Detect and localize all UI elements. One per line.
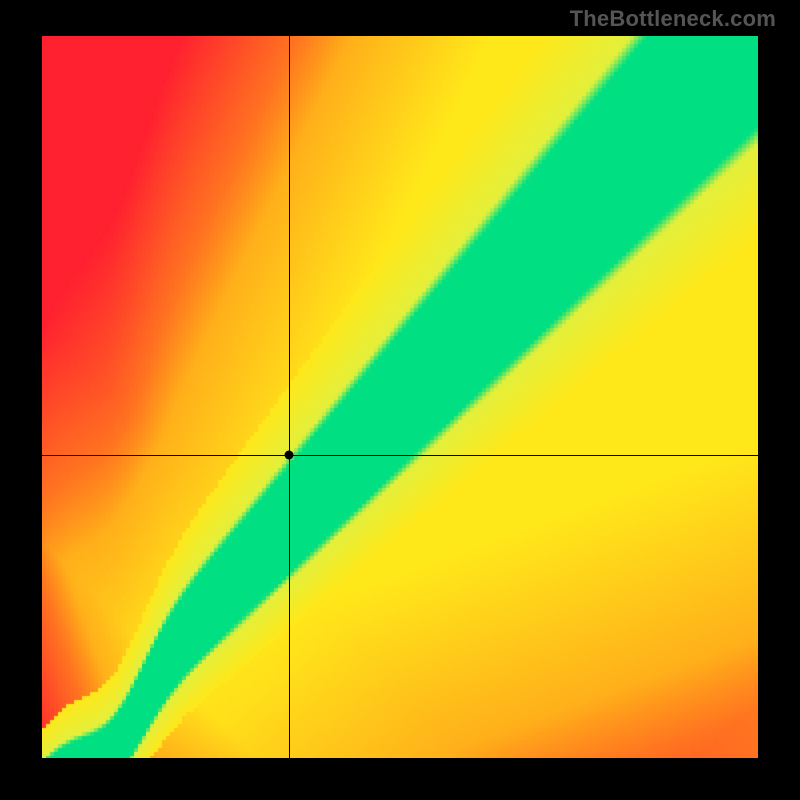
crosshair-horizontal bbox=[42, 455, 758, 456]
crosshair-marker bbox=[285, 450, 294, 459]
heatmap-plot bbox=[42, 36, 758, 758]
heatmap-canvas bbox=[42, 36, 758, 758]
watermark-text: TheBottleneck.com bbox=[570, 6, 776, 32]
crosshair-vertical bbox=[289, 36, 290, 758]
figure-frame: TheBottleneck.com bbox=[0, 0, 800, 800]
